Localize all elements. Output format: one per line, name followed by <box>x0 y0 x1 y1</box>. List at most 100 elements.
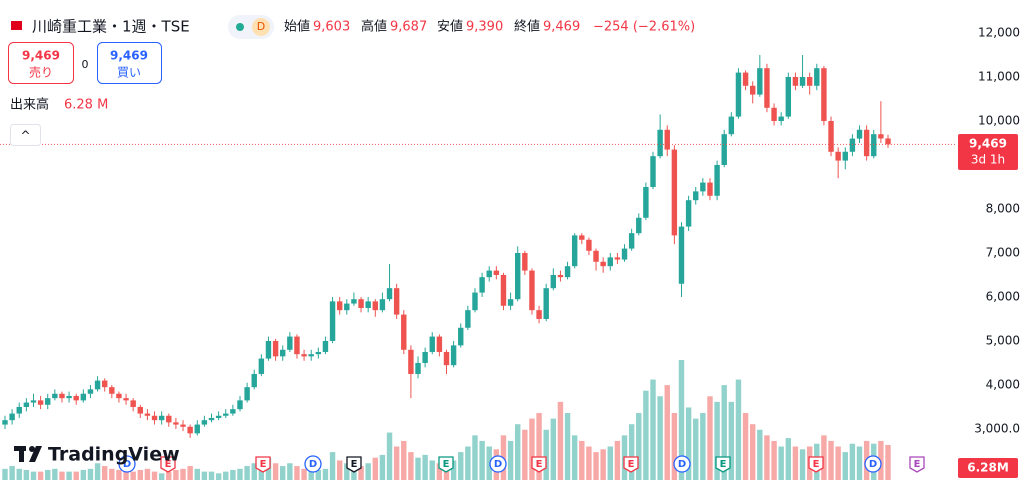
market-status <box>236 23 244 31</box>
candle-body <box>223 413 229 416</box>
candle-body <box>550 274 557 289</box>
change: −254 (−2.61%) <box>593 20 695 35</box>
event-marker <box>346 456 362 473</box>
volume-bar <box>550 418 557 480</box>
volume-bar <box>336 460 343 480</box>
candle-body <box>814 68 820 86</box>
volume-bar <box>721 385 727 480</box>
volume-bar <box>308 468 314 480</box>
candle-body <box>799 76 806 86</box>
close-label: 終値 <box>514 19 540 35</box>
candle-body <box>443 351 450 366</box>
volume-bar <box>52 468 58 480</box>
volume-bar <box>885 444 891 480</box>
candle-body <box>429 336 435 352</box>
volume-bar <box>628 424 635 480</box>
candle-body <box>265 340 272 359</box>
candle-body <box>301 354 307 357</box>
candle-body <box>123 398 129 401</box>
candle-body <box>636 217 642 234</box>
volume-bar <box>94 463 101 480</box>
candle-body <box>515 252 521 300</box>
candle-body <box>721 134 727 165</box>
volume-bar <box>764 435 770 480</box>
volume-bar <box>101 466 108 480</box>
volume-bar <box>714 401 720 480</box>
volume-legend-label: 出来高 <box>10 97 49 113</box>
volume-bar <box>215 473 222 480</box>
sell-button[interactable] <box>8 42 74 84</box>
candle-body <box>45 398 51 405</box>
candle-body <box>23 402 30 407</box>
collapse-button[interactable] <box>10 124 41 146</box>
open-label: 始値 <box>284 19 310 35</box>
volume-bar <box>465 446 471 480</box>
volume-bar <box>728 401 735 480</box>
volume-bar <box>778 446 784 480</box>
candle-body <box>80 393 87 401</box>
candle-body <box>251 373 257 388</box>
volume-bar <box>379 454 386 480</box>
candle-body <box>66 395 72 399</box>
volume-bar <box>116 469 122 480</box>
y-tick-label: 12,000 <box>978 25 1020 39</box>
event-marker <box>808 456 824 473</box>
candle-body <box>351 299 357 304</box>
volume-bar <box>415 457 421 480</box>
candle-body <box>280 349 286 357</box>
volume-bar <box>280 466 286 480</box>
volume-bar <box>842 452 848 480</box>
candle-body <box>543 288 549 319</box>
candle-body <box>643 186 649 218</box>
volume-bar <box>322 468 329 480</box>
candle-body <box>151 415 158 421</box>
candle-body <box>215 415 222 418</box>
candle-body <box>536 310 542 319</box>
open-value: 9,603 <box>313 20 350 35</box>
volume-bar <box>294 466 300 480</box>
price-tag-price: 9,469 <box>969 137 1007 151</box>
volume-bar <box>835 446 841 480</box>
volume-bar <box>45 469 51 480</box>
event-marker <box>531 456 547 473</box>
event-label: E <box>914 459 921 470</box>
volume-bar <box>201 471 208 480</box>
candle-body <box>486 270 492 278</box>
volume-bar <box>315 469 322 480</box>
candle-body <box>30 400 37 403</box>
y-tick-label: 6,000 <box>986 289 1020 303</box>
volume-bar <box>671 413 678 480</box>
buy-button[interactable] <box>97 42 162 84</box>
candle-body <box>614 257 621 260</box>
volume-bar <box>187 466 193 480</box>
candle-body <box>194 424 200 434</box>
price-tag-countdown: 3d 1h <box>971 153 1005 167</box>
candle-body <box>137 406 144 414</box>
event-marker <box>118 455 136 473</box>
candle-body <box>237 400 243 410</box>
candle-body <box>671 149 678 236</box>
volume-bar <box>59 471 65 480</box>
volume-bar <box>614 440 621 480</box>
candle-body <box>564 266 571 278</box>
volume-tag <box>958 458 1018 478</box>
candle-body <box>522 252 528 271</box>
event-marker <box>623 456 639 473</box>
candle-body <box>173 422 179 425</box>
candle-body <box>187 426 193 434</box>
volume-bar <box>693 418 699 480</box>
candle-body <box>785 76 792 117</box>
event-label: D <box>678 459 686 470</box>
event-marker <box>864 455 882 473</box>
event-label: E <box>813 459 820 470</box>
candle-body <box>493 270 500 275</box>
candle-body <box>408 349 414 374</box>
candle-body <box>863 129 870 157</box>
volume-bar <box>429 460 435 480</box>
candle-body <box>621 248 628 260</box>
candle-body <box>628 233 635 249</box>
candle-body <box>272 340 279 357</box>
candle-body <box>742 72 749 86</box>
y-tick-label: 3,000.0 <box>974 421 1020 435</box>
volume-bar <box>458 452 464 480</box>
